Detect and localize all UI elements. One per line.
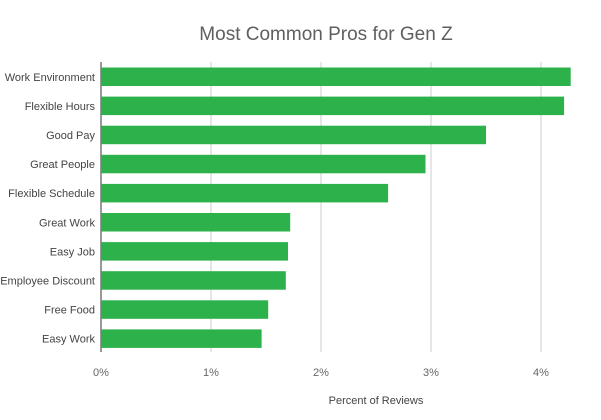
category-label: Flexible Hours bbox=[25, 101, 96, 113]
x-tick-label: 4% bbox=[533, 367, 549, 379]
category-label: Free Food bbox=[44, 305, 95, 317]
x-tick-label: 2% bbox=[313, 367, 329, 379]
x-tick-label: 1% bbox=[203, 367, 219, 379]
category-label: Great People bbox=[30, 159, 95, 171]
x-axis-title: Percent of Reviews bbox=[329, 395, 424, 407]
category-label: Great Work bbox=[39, 217, 96, 229]
category-labels: Work Environment Flexible Hours Good Pay Gr… bbox=[0, 72, 95, 346]
bar bbox=[101, 271, 286, 290]
category-label: Easy Job bbox=[50, 246, 95, 258]
bar bbox=[101, 300, 269, 319]
bars bbox=[101, 67, 571, 348]
bar bbox=[101, 183, 389, 203]
category-label: Employee Discount bbox=[0, 275, 95, 287]
bar bbox=[101, 242, 288, 261]
bar bbox=[101, 96, 565, 116]
bar bbox=[101, 154, 426, 174]
x-tick-label: 3% bbox=[423, 367, 439, 379]
chart-title: Most Common Pros for Gen Z bbox=[199, 24, 453, 45]
bar bbox=[101, 67, 571, 86]
category-label: Work Environment bbox=[5, 72, 95, 84]
x-tick-label: 0% bbox=[93, 367, 109, 379]
category-label: Flexible Schedule bbox=[8, 188, 95, 200]
category-label: Easy Work bbox=[42, 334, 95, 346]
bar bbox=[101, 125, 486, 145]
bar bbox=[101, 213, 291, 232]
x-tick-labels: 0% 1% 2% 3% 4% bbox=[93, 367, 549, 379]
category-label: Good Pay bbox=[46, 130, 95, 142]
bar bbox=[101, 329, 262, 348]
